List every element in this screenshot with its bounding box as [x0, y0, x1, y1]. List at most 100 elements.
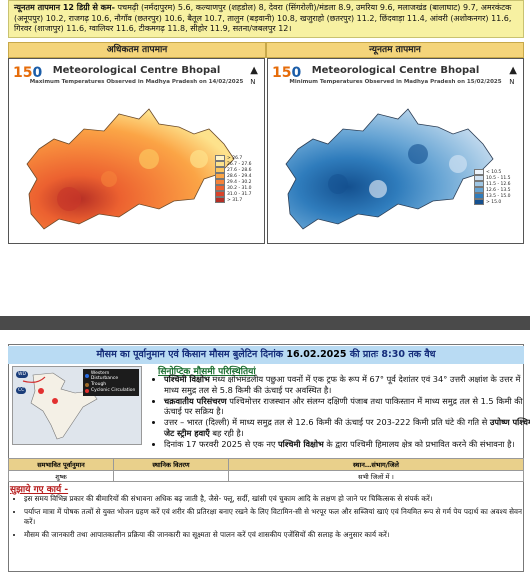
- legend-label: 13.5 - 15.0: [486, 193, 511, 199]
- temperature-headers: अधिकतम तापमान न्यूनतम तापमान: [8, 42, 524, 58]
- item-text: के द्वारा पश्चिमी हिमालय क्षेत्र को प्रभ…: [323, 439, 515, 450]
- north-arrow-icon: ▲ N: [509, 65, 517, 86]
- legend-swatch: [215, 179, 225, 185]
- forecast-table: समभावित पूर्वानुमान स्थानिक वितरण स्थान……: [8, 458, 524, 482]
- trough-dot-icon: [85, 382, 89, 387]
- weather-map-legend: Western Disturbance Trough Cyclonic Circ…: [83, 369, 139, 396]
- legend-western-disturbance: Western Disturbance: [85, 371, 137, 381]
- item-bold: पश्चिमी विक्षोभ: [164, 374, 210, 384]
- min-temp-choropleth: [285, 108, 494, 230]
- legend-cyclonic-circulation: Cyclonic Circulation: [85, 388, 137, 393]
- min-temperature-map: 150 Meteorological Centre Bhopal Minimum…: [267, 58, 524, 244]
- suggestion-item: इस समय विभिन्न प्रकार की बीमारियों की सं…: [24, 494, 530, 504]
- item-pre: उत्तर – भारत (दिल्ली) में माध्य समुद्र त…: [164, 417, 490, 428]
- synoptic-item: चक्रवातीय परिसंचरण पश्चिमोत्तर राजस्थान …: [164, 396, 530, 417]
- legend-trough: Trough: [85, 382, 137, 387]
- synoptic-item: पश्चिमी विक्षोभ मध्य क्षोभमंडलीय पछुआ पव…: [164, 374, 530, 395]
- legend-label: 11.5 - 12.6: [486, 181, 511, 187]
- min-temp-banner: न्यूनतम तापमान 12 डिग्री से कम- पचमढ़ी (…: [8, 0, 524, 38]
- imd-150-logo: 150: [272, 65, 301, 81]
- suggestions-title: सुझाये गए कार्य -: [10, 485, 69, 495]
- max-temp-legend: > 26.7 26.7 - 27.6 27.6 - 28.6 28.6 - 29.4 2…: [215, 155, 252, 203]
- bulletin-title: मौसम का पूर्वानुमान एवं किसान मौसम बुलेट…: [8, 346, 524, 364]
- table-header-row: समभावित पूर्वानुमान स्थानिक वितरण स्थान……: [8, 458, 524, 471]
- legend-row: 12.6 - 13.5: [474, 187, 511, 193]
- legend-label: 27.6 - 28.6: [227, 167, 252, 173]
- cc-marker: CC: [16, 387, 27, 394]
- legend-swatch: [215, 191, 225, 197]
- synoptic-item: उत्तर – भारत (दिल्ली) में माध्य समुद्र त…: [164, 417, 530, 438]
- logo-zero: 0: [291, 65, 302, 81]
- legend-row: < 10.5: [474, 169, 511, 175]
- suggestion-item: मौसम की जानकारी तथा आपातकालीन प्रक्रिया …: [24, 530, 530, 540]
- wd-marker: WD: [16, 371, 28, 378]
- legend-row: 28.6 - 29.4: [215, 173, 252, 179]
- max-temp-choropleth: [26, 108, 235, 230]
- north-arrow-icon: ▲ N: [250, 65, 258, 86]
- map-subtitle: Maximum Temperatures Observed in Madhya …: [29, 79, 244, 85]
- max-temp-header: अधिकतम तापमान: [8, 42, 266, 58]
- legend-row: 10.5 - 11.5: [474, 175, 511, 181]
- map-title: Meteorological Centre Bhopal: [52, 65, 221, 76]
- logo-digits: 15: [13, 65, 33, 81]
- legend-swatch: [215, 167, 225, 173]
- legend-label: 10.5 - 11.5: [486, 175, 511, 181]
- legend-swatch: [215, 155, 225, 161]
- banner-lead: न्यूनतम तापमान 12 डिग्री से कम-: [14, 3, 115, 12]
- banner-text: पचमढ़ी (नर्मदापुरम) 5.6, कल्याणपुर (शहडो…: [14, 3, 512, 33]
- logo-zero: 0: [32, 65, 43, 81]
- imd-150-logo: 150: [13, 65, 42, 81]
- item-text: पश्चिमोत्तर राजस्थान और संलग्न दक्षिणी प…: [164, 395, 523, 417]
- legend-label: > 31.7: [227, 197, 243, 203]
- synoptic-weather-map: WD CC Western Disturbance Trough Cycloni…: [12, 366, 142, 445]
- legend-row: 29.4 - 30.2: [215, 179, 252, 185]
- cell-forecast: शुष्क: [8, 470, 114, 482]
- synoptic-list: पश्चिमी विक्षोभ मध्य क्षोभमंडलीय पछुआ पव…: [150, 374, 530, 450]
- legend-label: 28.6 - 29.4: [227, 173, 252, 179]
- bulletin-date: 16.02.2025: [286, 349, 347, 360]
- logo-digits: 15: [272, 65, 292, 81]
- item-bold: उपोष्ण पश्चिमी जेट स्ट्रीम हवाएँ: [164, 417, 530, 438]
- table-row: शुष्क सभी जिलों में ।: [8, 470, 524, 482]
- suggestion-item: पर्याप्त मात्रा में पोषक तत्वों से युक्त…: [24, 507, 530, 527]
- legend-swatch: [474, 187, 484, 193]
- legend-label: 12.6 - 13.5: [486, 187, 511, 193]
- legend-label: Cyclonic Circulation: [91, 388, 136, 393]
- map-subtitle: Minimum Temperatures Observed in Madhya …: [289, 79, 502, 85]
- min-temp-header: न्यूनतम तापमान: [266, 42, 524, 58]
- legend-row: 31.0 - 31.7: [215, 191, 252, 197]
- synoptic-title: सिनोप्टिक मौसमी परिस्थितियां: [158, 367, 256, 377]
- north-label: N: [250, 78, 256, 86]
- legend-label: Trough: [91, 382, 107, 387]
- legend-swatch: [474, 199, 484, 205]
- cell-location: सभी जिलों में ।: [228, 470, 524, 482]
- suggestions-list: इस समय विभिन्न प्रकार की बीमारियों की सं…: [12, 494, 530, 542]
- legend-swatch: [215, 161, 225, 167]
- min-temp-legend: < 10.5 10.5 - 11.5 11.5 - 12.6 12.6 - 13.5 1…: [474, 169, 511, 205]
- legend-row: 13.5 - 15.0: [474, 193, 511, 199]
- north-label: N: [509, 78, 515, 86]
- legend-label: < 10.5: [486, 169, 502, 175]
- item-pre: दिनांक 17 फरवरी 2025 से एक नए: [164, 439, 278, 450]
- item-bold: पश्चिमी विक्षोभ: [278, 439, 324, 450]
- cell-distribution: [113, 470, 229, 482]
- item-bold: चक्रवातीय परिसंचरण: [164, 395, 227, 406]
- legend-label: 26.7 - 27.6: [227, 161, 252, 167]
- bulletin-title-text: मौसम का पूर्वानुमान एवं किसान मौसम बुलेट…: [96, 349, 287, 360]
- col-location: स्थान…संभाग/जिले: [228, 458, 524, 471]
- legend-label: > 15.0: [486, 199, 502, 205]
- max-temperature-map: 150 Meteorological Centre Bhopal Maximum…: [8, 58, 265, 244]
- wd-dot-icon: [85, 374, 89, 378]
- legend-label: Western Disturbance: [90, 371, 119, 381]
- legend-swatch: [215, 173, 225, 179]
- item-text: बह रही है।: [209, 427, 244, 438]
- legend-swatch: [215, 185, 225, 191]
- section-divider: [0, 316, 530, 330]
- legend-row: 27.6 - 28.6: [215, 167, 252, 173]
- legend-row: 30.2 - 31.0: [215, 185, 252, 191]
- legend-label: > 26.7: [227, 155, 243, 161]
- legend-swatch: [474, 169, 484, 175]
- legend-row: > 15.0: [474, 199, 511, 205]
- legend-label: 29.4 - 30.2: [227, 179, 252, 185]
- bulletin-title-suffix: की प्रातः 8:30 तक वैध: [346, 349, 436, 360]
